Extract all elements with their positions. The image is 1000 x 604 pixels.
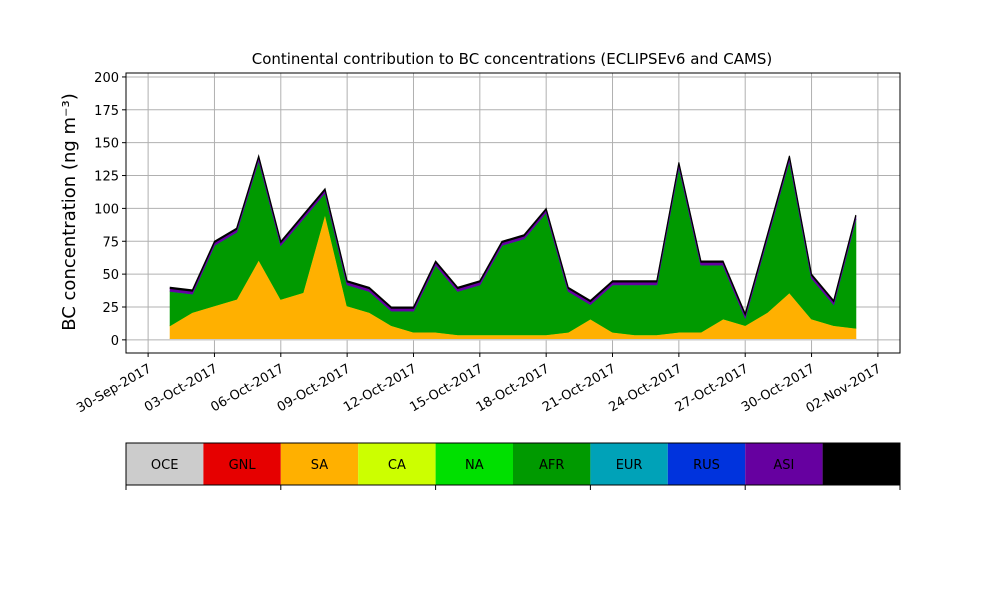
x-tick-label: 15-Oct-2017 bbox=[407, 361, 485, 415]
y-tick-label: 25 bbox=[102, 301, 119, 316]
legend-swatch bbox=[126, 443, 204, 485]
legend-swatch bbox=[745, 443, 823, 485]
x-tick-label: 09-Oct-2017 bbox=[275, 361, 353, 415]
legend-swatch bbox=[280, 443, 359, 485]
legend-swatch bbox=[590, 443, 668, 485]
legend-label: AFR bbox=[539, 458, 564, 473]
legend-label: SA bbox=[311, 458, 328, 473]
legend-label: OCE bbox=[151, 458, 179, 473]
x-tick-label: 30-Sep-2017 bbox=[74, 361, 154, 416]
plot-frame bbox=[125, 72, 901, 354]
legend-label: GNL bbox=[229, 458, 257, 473]
x-tick-label: 21-Oct-2017 bbox=[540, 361, 618, 415]
legend-label: AUS bbox=[848, 458, 875, 473]
legend-label: EUR bbox=[616, 458, 643, 473]
legend-swatch bbox=[203, 443, 281, 485]
legend-swatch bbox=[435, 443, 513, 485]
axes: 0 25 50 75 100 125 150 175 200 30-Sep-201703-Oct-… bbox=[74, 71, 884, 417]
legend-label: NA bbox=[465, 458, 484, 473]
y-axis-label: BC concentration (ng m⁻³) bbox=[59, 93, 80, 331]
legend-label: RUS bbox=[693, 458, 720, 473]
y-tick-label: 75 bbox=[102, 235, 119, 250]
legend-swatch bbox=[667, 443, 746, 485]
legend-swatch bbox=[358, 443, 436, 485]
y-tick-label: 0 bbox=[111, 334, 119, 349]
x-tick-label: 27-Oct-2017 bbox=[673, 361, 751, 415]
x-tick-label: 03-Oct-2017 bbox=[142, 361, 220, 415]
x-tick-label: 24-Oct-2017 bbox=[606, 361, 684, 415]
y-tick-label: 50 bbox=[102, 268, 119, 283]
area bbox=[169, 153, 857, 317]
x-tick-label: 06-Oct-2017 bbox=[208, 361, 286, 415]
legend-label: ASI bbox=[773, 458, 794, 473]
y-tick-label: 175 bbox=[94, 104, 119, 119]
y-tick-label: 125 bbox=[94, 170, 119, 185]
legend-swatch bbox=[822, 443, 900, 485]
x-tick-label: 18-Oct-2017 bbox=[474, 361, 552, 415]
legend-frame bbox=[125, 442, 901, 486]
legend-label: CA bbox=[388, 458, 406, 473]
y-tick-label: 200 bbox=[94, 71, 119, 86]
x-tick-label: 02-Nov-2017 bbox=[804, 361, 884, 416]
x-tick-label: 12-Oct-2017 bbox=[341, 361, 419, 415]
legend: OCE GNL SA CA NA AFR EUR RUS ASI AUS bbox=[125, 442, 901, 490]
y-tick-label: 100 bbox=[94, 202, 119, 217]
y-tick-label: 150 bbox=[94, 137, 119, 152]
chart-title: Continental contribution to BC concentra… bbox=[252, 50, 773, 68]
areas bbox=[169, 153, 857, 341]
legend-swatch bbox=[513, 443, 591, 485]
